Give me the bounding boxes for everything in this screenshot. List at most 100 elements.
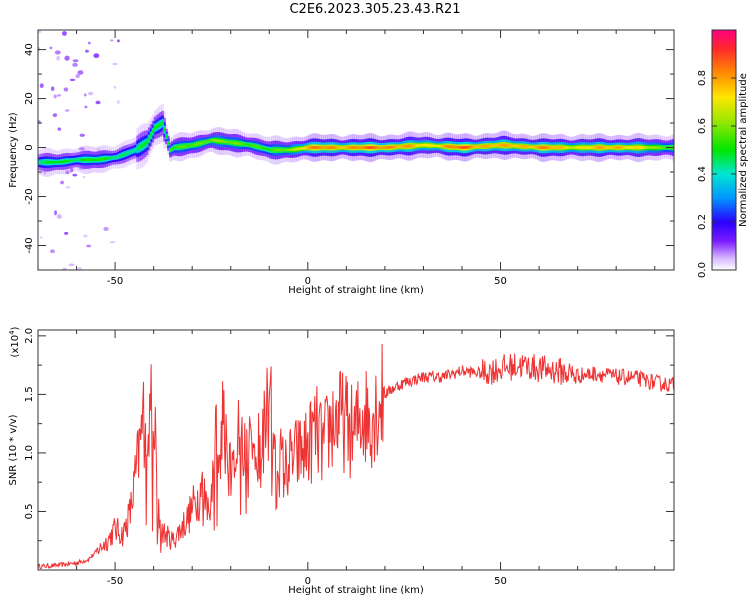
- spectrogram-ridge-cell: [49, 160, 53, 164]
- spectrogram-ridge-cell: [361, 146, 365, 149]
- spectrogram-ridge-cell: [203, 141, 207, 144]
- spectrogram-ridge-cell: [367, 146, 371, 149]
- spectrogram-ridge-cell: [429, 144, 432, 147]
- spectrogram-ridge-cell: [284, 148, 288, 152]
- spectrogram-ridge-cell: [587, 146, 590, 149]
- spectrogram-ridge-cell: [515, 144, 519, 148]
- spectrogram-speckle: [117, 39, 120, 43]
- spectrogram-ridge-cell: [460, 146, 463, 149]
- spectrogram-ridge-cell: [471, 145, 475, 149]
- spectrogram-ridge-cell: [388, 146, 392, 149]
- spectrogram-ridge-cell: [230, 141, 234, 144]
- spectrogram-ridge-cell: [421, 143, 425, 147]
- spectrogram-ridge-cell: [406, 144, 409, 148]
- spectrogram-ridge-cell: [286, 148, 290, 152]
- spectrogram-ridge-cell: [142, 142, 145, 148]
- spectrogram-ridge-cell: [652, 146, 656, 149]
- spectrogram-ridge-cell: [63, 160, 66, 163]
- spectrogram-ridge-cell: [631, 146, 635, 149]
- spectrogram-ridge-cell: [84, 158, 87, 162]
- spectrogram-ridge-cell: [427, 144, 430, 147]
- spectrogram-ridge-cell: [113, 156, 116, 159]
- spectrogram-panel: -50 0 50 -40 -20 0 20 40 Height of straight li…: [8, 29, 675, 296]
- spectrogram-ridge-cell: [257, 145, 261, 149]
- spectrogram-ridge-cell: [346, 146, 349, 149]
- spectrogram-ridge-cell: [232, 141, 236, 145]
- snr-series-line: [38, 343, 674, 570]
- spectrogram-speckle: [83, 234, 88, 238]
- spectrogram-ridge-cell: [101, 157, 105, 161]
- spectrogram-ridge-cell: [151, 129, 155, 134]
- spectrogram-ridge-cell: [90, 158, 93, 162]
- spectrogram-ridge-cell: [255, 145, 259, 148]
- spectrogram-ridge-cell: [616, 146, 619, 149]
- spectrogram-x-tick-label: -50: [107, 276, 123, 287]
- spectrogram-ridge-cell: [59, 160, 62, 164]
- colorbar-tick-label: 0.8: [697, 70, 708, 86]
- spectrogram-ridge-cell: [662, 146, 665, 149]
- spectrogram-ridge-cell: [475, 145, 479, 148]
- spectrogram-ridge-cell: [654, 146, 658, 149]
- spectrogram-ridge-cell: [199, 141, 203, 145]
- spectrogram-ridge-cell: [589, 146, 592, 149]
- spectrogram-ridge-cell: [408, 144, 411, 148]
- spectrogram-ridge-cell: [560, 146, 563, 149]
- spectrogram-ridge-cell: [130, 150, 134, 153]
- spectrogram-ridge-cell: [350, 146, 353, 149]
- spectrogram-ridge-cell: [57, 161, 60, 164]
- spectrogram-ridge-cell: [327, 146, 330, 149]
- spectrogram-x-tick-label: 0: [305, 276, 311, 287]
- spectrogram-ridge-cell: [602, 146, 606, 149]
- spectrogram-ridge-cell: [342, 146, 346, 149]
- spectrogram-ridge-cell: [43, 160, 47, 164]
- spectrogram-ridge-cell: [344, 146, 347, 149]
- spectrogram-ridge-cell: [66, 159, 70, 163]
- spectrogram-speckle: [112, 62, 118, 66]
- spectrogram-ridge-cell: [250, 143, 253, 147]
- spectrogram-ridge-cell: [238, 142, 241, 145]
- spectrogram-ridge-cell: [425, 143, 428, 147]
- snr-x-tick-label: 0: [305, 576, 311, 587]
- spectrogram-ridge-cell: [623, 146, 627, 149]
- spectrogram-ridge-cell: [213, 139, 216, 142]
- spectrogram-speckle: [57, 93, 62, 97]
- spectrogram-ridge-cell: [95, 158, 99, 162]
- spectrogram-y-tick-label: 40: [24, 43, 35, 56]
- spectrogram-speckle: [49, 46, 53, 50]
- spectrogram-ridge-cell: [234, 141, 238, 145]
- spectrogram-ridge-cell: [51, 160, 55, 164]
- spectrogram-ridge-cell: [269, 148, 272, 152]
- spectrogram-ridge-cell: [390, 145, 394, 149]
- spectrogram-ridge-cell: [371, 146, 374, 149]
- spectrogram-ridge-cell: [273, 148, 276, 152]
- snr-panel: -50 0 50 0.5 1.0 1.5 2.0 Height of straight l…: [8, 326, 675, 596]
- spectrogram-speckle: [86, 244, 92, 248]
- spectrogram-ridge-cell: [508, 144, 511, 147]
- spectrogram-ridge-cell: [311, 146, 315, 149]
- spectrogram-ridge-cell: [573, 146, 577, 149]
- spectrogram-ridge-cell: [192, 143, 195, 147]
- spectrogram-speckle: [110, 39, 114, 42]
- spectrogram-ridge-cell: [504, 143, 507, 147]
- snr-y-tick-label: 1.0: [24, 445, 35, 461]
- spectrogram-ridge-cell: [159, 122, 162, 127]
- spectrogram-ridge-cell: [591, 146, 594, 149]
- spectrogram-speckle: [62, 267, 67, 270]
- spectrogram-ridge-cell: [531, 145, 534, 149]
- spectrogram-ridge-cell: [348, 146, 351, 149]
- colorbar: 0.0 0.2 0.4 0.6 0.8 Normalized spectral ampl…: [697, 29, 749, 278]
- spectrogram-ridge-cell: [128, 150, 132, 154]
- spectrogram-ridge-cell: [500, 143, 504, 147]
- spectrogram-ridge-cell: [442, 145, 446, 148]
- spectrogram-ridge-cell: [209, 139, 213, 142]
- spectrogram-ridge-cell: [174, 145, 178, 149]
- spectrogram-ridge-cell: [506, 144, 509, 147]
- spectrogram-ridge-cell: [317, 146, 320, 149]
- spectrogram-ridge-cell: [109, 156, 112, 160]
- spectrogram-ridge-cell: [91, 158, 95, 162]
- snr-y-tick-label: 2.0: [24, 328, 35, 344]
- spectrogram-ridge-cell: [340, 146, 344, 149]
- spectrogram-ridge-cell: [369, 146, 373, 150]
- spectrogram-ridge-cell: [103, 157, 107, 161]
